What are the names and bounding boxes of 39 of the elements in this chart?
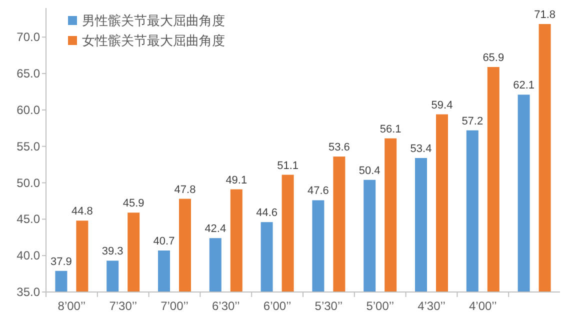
x-tick-label: 5’30’’ [314, 299, 343, 313]
data-label: 65.9 [482, 52, 504, 64]
y-tick-label: 50.0 [16, 176, 40, 190]
x-tick-label: 6’30’’ [212, 299, 240, 313]
y-tick-label: 40.0 [16, 248, 40, 263]
data-label: 62.1 [513, 80, 535, 92]
y-tick-label: 45.0 [16, 212, 40, 226]
data-label: 47.8 [174, 184, 196, 196]
data-label: 47.6 [307, 185, 329, 198]
y-tick-label: 55.0 [16, 139, 40, 154]
data-label: 39.3 [102, 246, 124, 258]
data-label: 56.1 [380, 123, 402, 136]
y-tick-label: 60.0 [16, 102, 40, 117]
y-tick-label: 35.0 [16, 285, 40, 299]
data-label: 71.8 [534, 9, 556, 22]
data-label: 40.7 [153, 235, 175, 248]
data-label: 53.4 [410, 143, 432, 156]
x-tick-label: 8’00’’ [58, 299, 86, 313]
x-tick-label: 5’00’’ [366, 299, 394, 313]
data-label: 59.4 [431, 99, 453, 112]
y-tick-label: 70.0 [16, 30, 40, 44]
data-label: 57.2 [462, 115, 484, 128]
data-label: 50.4 [358, 164, 380, 177]
x-tick-label: 4’00’’ [468, 299, 497, 313]
data-label: 51.1 [277, 160, 299, 172]
x-tick-label: 4’30’’ [418, 299, 446, 313]
x-tick-label: 7’00’’ [160, 299, 188, 313]
legend-label: 男性髌关节最大屈曲角度 [82, 13, 225, 28]
data-label: 42.4 [204, 223, 226, 236]
legend-label: 女性髌关节最大屈曲角度 [82, 33, 225, 48]
data-label: 45.9 [122, 198, 144, 210]
data-label: 49.1 [226, 174, 248, 186]
x-tick-label: 6’00’’ [263, 299, 292, 313]
x-tick-label: 7’30’’ [109, 299, 138, 313]
y-tick-label: 65.0 [16, 66, 40, 81]
data-label: 44.6 [256, 207, 278, 220]
data-label: 53.6 [328, 142, 350, 154]
data-label: 37.9 [50, 256, 72, 268]
data-label: 44.8 [71, 206, 93, 218]
